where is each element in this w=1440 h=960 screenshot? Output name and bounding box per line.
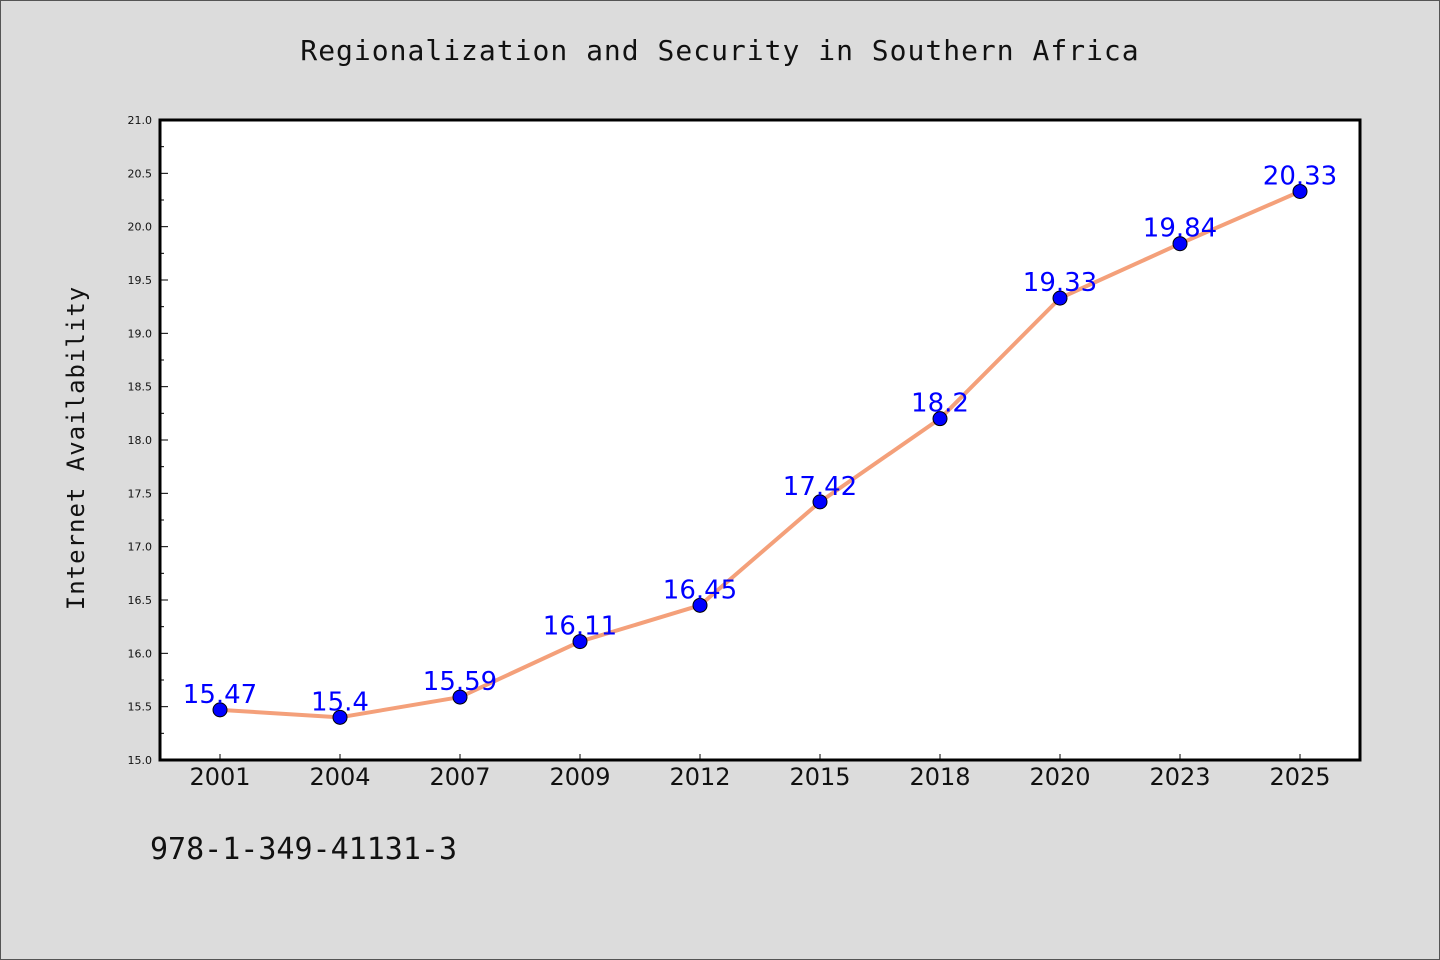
data-point — [812, 494, 828, 510]
series-line — [219, 189, 1301, 720]
x-tick-label: 2001 — [189, 763, 250, 791]
data-label: 16.45 — [663, 575, 737, 605]
data-point — [212, 702, 228, 718]
y-tick-label: 21.0 — [128, 114, 153, 127]
x-tick-label: 2020 — [1029, 763, 1090, 791]
data-label: 15.4 — [311, 687, 369, 717]
data-point — [332, 709, 348, 725]
x-tick-label: 2007 — [429, 763, 490, 791]
x-tick-label: 2023 — [1149, 763, 1210, 791]
x-tick-label: 2025 — [1269, 763, 1330, 791]
data-label: 15.59 — [423, 667, 497, 697]
y-tick-label: 15.0 — [128, 754, 153, 767]
data-label: 16.11 — [543, 612, 617, 642]
y-axis: 15.0 15.5 16.0 16.5 17.0 17.5 18.0 18.5 19.0 19.5… — [128, 114, 168, 767]
data-point — [932, 411, 948, 427]
data-labels: 15.47 15.4 15.59 16.11 16.45 17.42 18.2 19.33 19… — [183, 161, 1337, 717]
x-tick-label: 2018 — [909, 763, 970, 791]
data-point — [1172, 236, 1188, 252]
x-tick-label: 2012 — [669, 763, 730, 791]
data-label: 19.33 — [1023, 268, 1097, 298]
y-tick-label: 19.5 — [128, 274, 153, 287]
data-label: 15.47 — [183, 680, 257, 710]
y-tick-label: 15.5 — [128, 701, 153, 714]
data-point — [1052, 290, 1068, 306]
y-axis-label: Internet Availability — [62, 286, 90, 610]
data-point — [692, 597, 708, 613]
data-point — [1292, 183, 1308, 199]
data-point — [452, 689, 468, 705]
x-tick-label: 2015 — [789, 763, 850, 791]
data-label: 19.84 — [1143, 214, 1217, 244]
series-markers — [212, 183, 1308, 725]
data-label: 18.2 — [911, 389, 969, 419]
y-tick-label: 20.0 — [128, 221, 153, 234]
y-tick-label: 18.5 — [128, 381, 153, 394]
plot-area — [158, 118, 1362, 762]
y-tick-label: 19.0 — [128, 327, 153, 340]
data-point — [572, 634, 588, 650]
x-axis: 2001 2004 2007 2009 2012 2015 2018 2020 2023 2025 — [189, 754, 1331, 791]
x-tick-label: 2009 — [549, 763, 610, 791]
y-tick-label: 16.5 — [128, 594, 153, 607]
y-tick-label: 20.5 — [128, 167, 153, 180]
y-tick-label: 16.0 — [128, 647, 153, 660]
x-tick-label: 2004 — [309, 763, 370, 791]
y-tick-label: 18.0 — [128, 434, 153, 447]
data-label: 17.42 — [783, 472, 857, 502]
isbn-text: 978-1-349-41131-3 — [150, 832, 458, 867]
y-tick-label: 17.5 — [128, 487, 153, 500]
data-label: 20.33 — [1263, 161, 1337, 191]
y-tick-label: 17.0 — [128, 541, 153, 554]
chart-title: Regionalization and Security in Southern… — [300, 34, 1140, 67]
